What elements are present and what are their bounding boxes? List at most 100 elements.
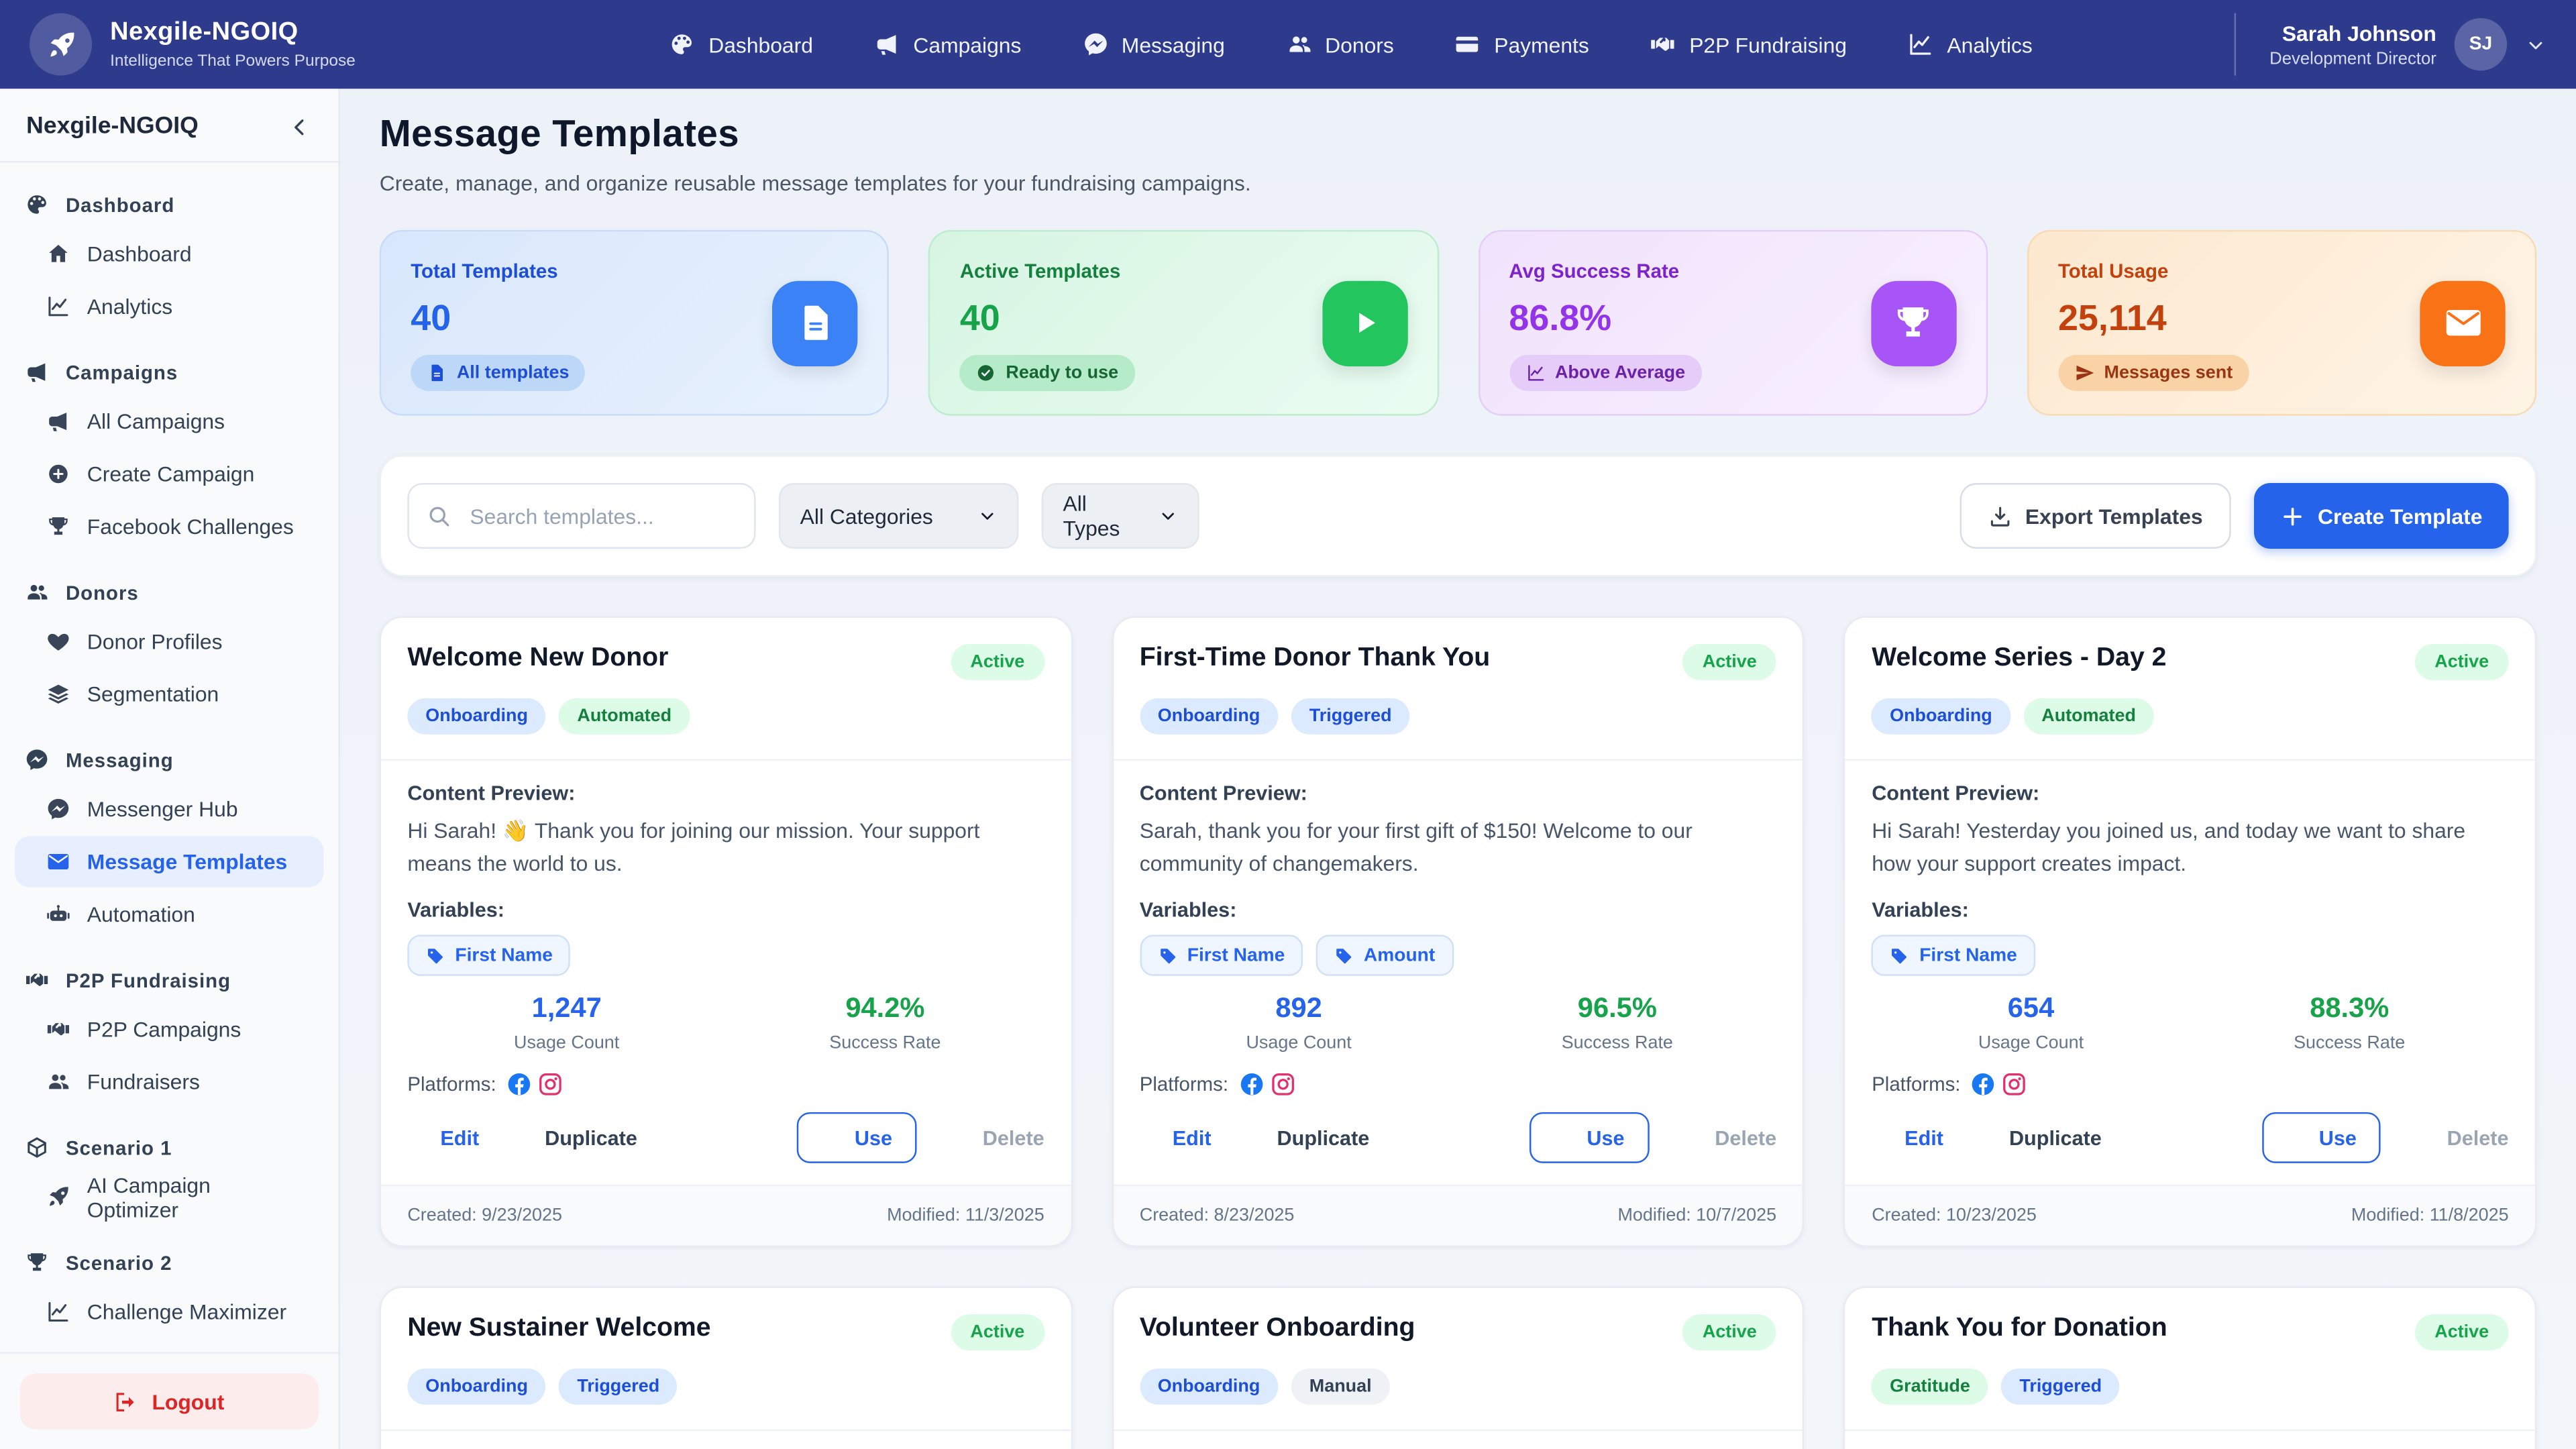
trophy-icon (1893, 303, 1934, 343)
tag-list: Onboarding Automated (407, 698, 1044, 735)
topnav-item-donors[interactable]: Donors (1285, 32, 1394, 58)
users-icon (46, 1069, 71, 1094)
trash-icon (950, 1126, 973, 1149)
sidebar-item-create-campaign[interactable]: Create Campaign (15, 449, 323, 500)
export-templates-button[interactable]: Export Templates (1959, 483, 2231, 549)
send-icon (1554, 1127, 1575, 1148)
user-name: Sarah Johnson (2282, 20, 2436, 46)
topnav-item-analytics[interactable]: Analytics (1908, 32, 2033, 58)
stat-label: Avg Success Rate (1509, 259, 1680, 283)
status-badge: Active (2414, 1314, 2509, 1351)
stat-value: 40 (959, 297, 1000, 339)
app-title: Nexgile-NGOIQ (110, 17, 299, 46)
tag-chip: Onboarding (407, 698, 546, 735)
use-button[interactable]: Use (797, 1112, 917, 1163)
category-filter[interactable]: All Categories (778, 483, 1019, 549)
stat-label: Active Templates (959, 259, 1121, 283)
sidebar-item-messenger-hub[interactable]: Messenger Hub (15, 784, 323, 835)
tag-chip: Onboarding (1872, 698, 2010, 735)
sidebar: Nexgile-NGOIQ Dashboard Dashboard Analyt… (0, 89, 340, 1449)
status-badge: Active (1682, 1314, 1777, 1351)
instagram-icon (1269, 1071, 1295, 1097)
messenger-icon (46, 797, 71, 822)
topnav-item-dashboard[interactable]: Dashboard (669, 32, 813, 58)
sidebar-item-segmentation[interactable]: Segmentation (15, 669, 323, 720)
tag-icon (1158, 945, 1177, 965)
sidebar-section-header: Campaigns (0, 350, 338, 394)
sidebar-item-donor-profiles[interactable]: Donor Profiles (15, 616, 323, 667)
sidebar-item-fundraisers[interactable]: Fundraisers (15, 1057, 323, 1108)
tag-chip: Manual (1291, 1368, 1390, 1405)
logout-button[interactable]: Logout (19, 1373, 319, 1430)
template-title: Thank You for Donation (1872, 1314, 2167, 1342)
tag-chip: Onboarding (407, 1368, 546, 1405)
logout-icon (114, 1389, 139, 1414)
created-date: Created: 9/23/2025 (407, 1205, 563, 1226)
sidebar-item-ai-campaign-optimizer[interactable]: AI Campaign Optimizer (15, 1171, 323, 1222)
variables-label: Variables: (1872, 898, 1969, 922)
sidebar-item-facebook-challenges[interactable]: Facebook Challenges (15, 501, 323, 552)
copy-icon (1976, 1126, 1999, 1149)
content-preview-text: Sarah, thank you for your first gift of … (1139, 818, 1693, 875)
stat-label: Total Templates (411, 259, 558, 283)
sidebar-collapse-button[interactable] (288, 114, 313, 139)
send-icon (2074, 363, 2094, 382)
sidebar-item-challenge-maximizer[interactable]: Challenge Maximizer (15, 1287, 323, 1338)
template-card-volunteer-onboarding: Volunteer Onboarding Active Onboarding Ma… (1112, 1286, 1805, 1449)
sidebar-item-analytics[interactable]: Analytics (15, 281, 323, 332)
content-preview-label: Content Preview: (407, 782, 576, 806)
duplicate-button[interactable]: Duplicate (1244, 1126, 1370, 1149)
sidebar-item-message-templates[interactable]: Message Templates (15, 836, 324, 888)
user-menu[interactable]: Sarah Johnson Development Director SJ (2235, 13, 2546, 76)
facebook-icon (1970, 1071, 1996, 1097)
delete-button[interactable]: Delete (2414, 1126, 2509, 1149)
topnav-item-payments[interactable]: Payments (1454, 32, 1589, 58)
chevron-down-icon (1159, 506, 1178, 525)
status-badge: Active (2414, 644, 2509, 680)
template-title: New Sustainer Welcome (407, 1314, 711, 1342)
delete-button[interactable]: Delete (950, 1126, 1044, 1149)
trash-icon (1682, 1126, 1705, 1149)
tag-chip: Gratitude (1872, 1368, 1988, 1405)
sidebar-section-donors: Donors Donor Profiles Segmentation (0, 570, 338, 720)
layers-icon (46, 682, 71, 706)
create-template-button[interactable]: Create Template (2253, 483, 2509, 549)
tag-list: Onboarding Automated (1872, 698, 2508, 735)
use-button[interactable]: Use (1529, 1112, 1650, 1163)
template-card-thank-you-for-donation: Thank You for Donation Active Gratitude T… (1843, 1286, 2537, 1449)
sidebar-section-header: Dashboard (0, 182, 338, 227)
app-tagline: Intelligence That Powers Purpose (110, 52, 356, 71)
topnav-item-campaigns[interactable]: Campaigns (874, 32, 1021, 58)
variables-list: First Name (1872, 934, 2508, 976)
use-button[interactable]: Use (2261, 1112, 2381, 1163)
handshake-icon (1650, 32, 1676, 58)
stat-badge: Ready to use (959, 354, 1135, 391)
stat-value: 40 (411, 297, 451, 339)
tag-list: Onboarding Manual (1139, 1368, 1776, 1405)
copy-icon (512, 1126, 535, 1149)
edit-button[interactable]: Edit (1872, 1126, 1943, 1149)
plus-icon (2280, 504, 2305, 529)
sidebar-item-automation[interactable]: Automation (15, 889, 323, 940)
duplicate-button[interactable]: Duplicate (512, 1126, 637, 1149)
sidebar-item-all-campaigns[interactable]: All Campaigns (15, 396, 323, 447)
sidebar-section-scenario-2: Scenario 2 Challenge Maximizer (0, 1240, 338, 1337)
edit-button[interactable]: Edit (1140, 1126, 1212, 1149)
stats-row: Total Templates 40 All templates Active … (379, 229, 2537, 416)
file-icon (795, 303, 836, 343)
duplicate-button[interactable]: Duplicate (1976, 1126, 2102, 1149)
avatar: SJ (2454, 17, 2508, 71)
chart-line-icon (1908, 32, 1934, 58)
topnav-item-messaging[interactable]: Messaging (1082, 32, 1225, 58)
type-filter[interactable]: All Types (1041, 483, 1199, 549)
delete-button[interactable]: Delete (1682, 1126, 1776, 1149)
tag-icon (1890, 945, 1909, 965)
status-badge: Active (951, 644, 1044, 680)
success-rate-stat: 96.5% Success Rate (1561, 992, 1673, 1053)
edit-button[interactable]: Edit (407, 1126, 479, 1149)
topnav-item-p2p-fundraising[interactable]: P2P Fundraising (1650, 32, 1847, 58)
tag-chip: Onboarding (1139, 1368, 1279, 1405)
search-input[interactable] (407, 483, 756, 549)
sidebar-item-dashboard[interactable]: Dashboard (15, 228, 323, 279)
sidebar-item-p2p-campaigns[interactable]: P2P Campaigns (15, 1004, 323, 1055)
